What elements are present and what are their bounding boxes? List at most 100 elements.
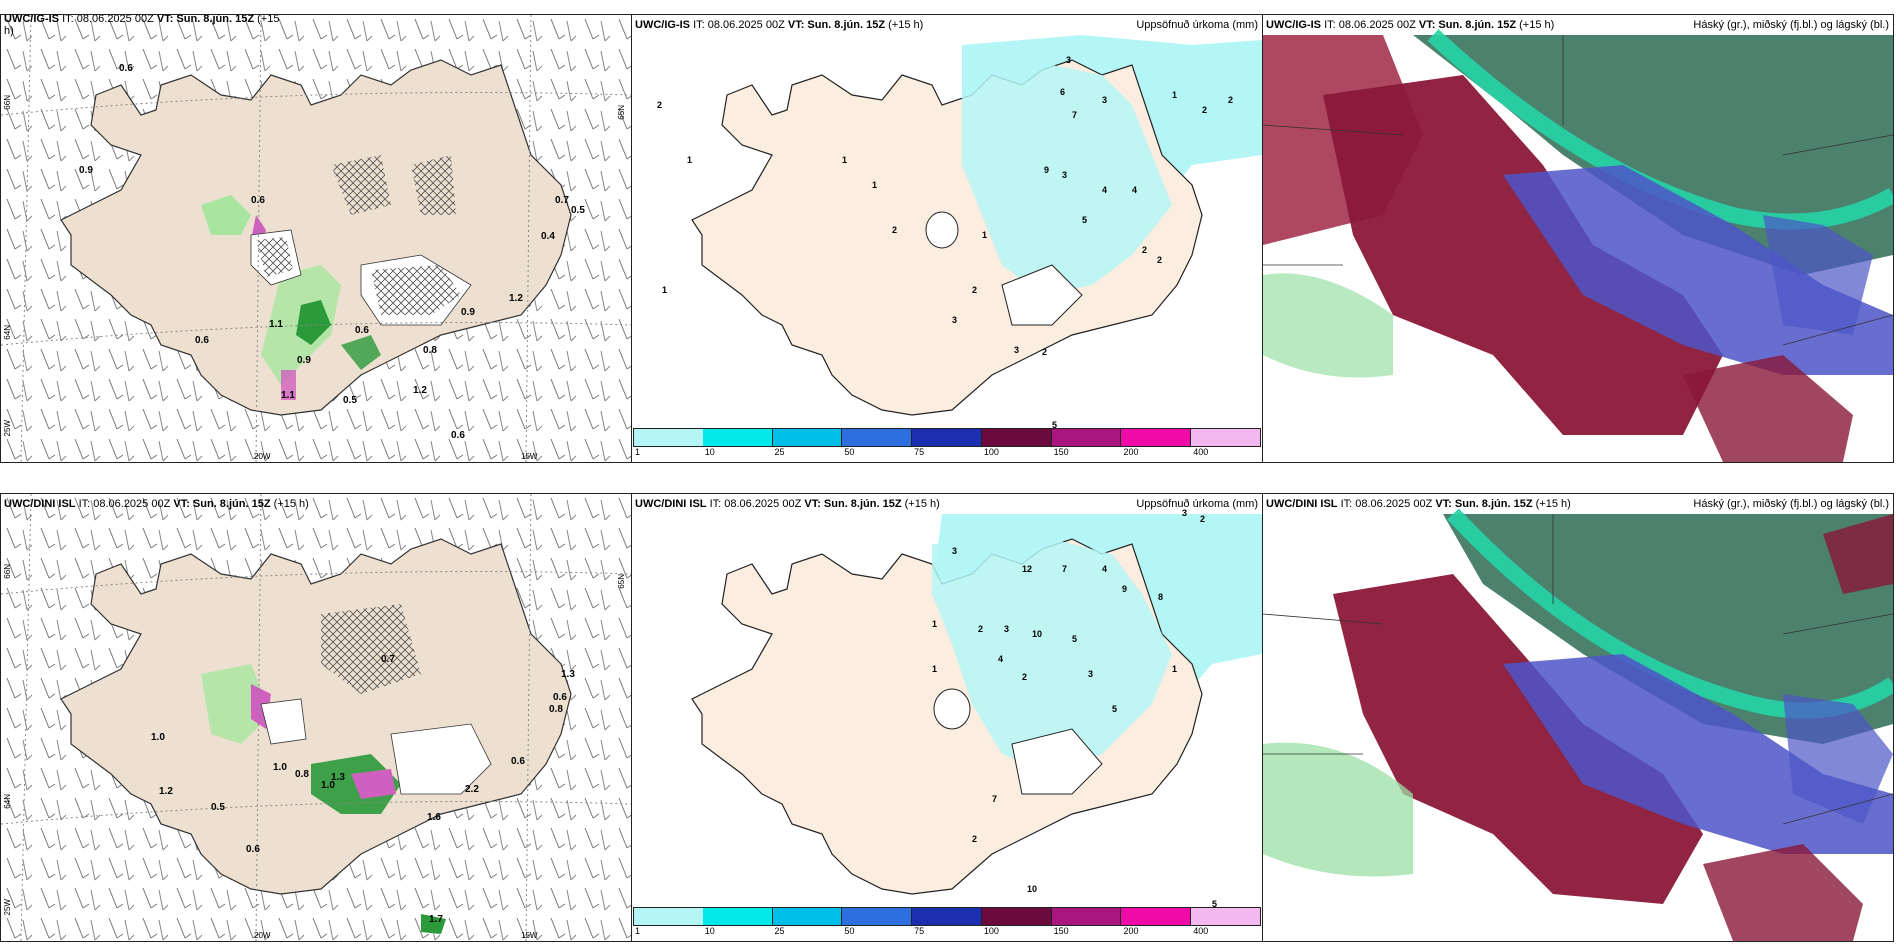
panel-top-precip: UWC/IG-IS IT: 08.06.2025 00Z VT: Sun. 8.…	[631, 14, 1263, 463]
wind-label: 1.0	[273, 762, 287, 773]
wind-label: 0.5	[343, 395, 357, 406]
wind-label: 0.8	[423, 345, 437, 356]
panel-bot-wind: UWC/DINI ISL IT: 08.06.2025 00Z VT: Sun.…	[0, 493, 632, 942]
colorbar-tick: 150	[1053, 926, 1069, 936]
panel-title: UWC/DINI ISL IT: 08.06.2025 00Z VT: Sun.…	[4, 498, 309, 510]
panel-top-cloud: UWC/IG-IS IT: 08.06.2025 00Z VT: Sun. 8.…	[1262, 14, 1894, 463]
panel-title: UWC/IG-IS IT: 08.06.2025 00Z VT: Sun. 8.…	[1266, 19, 1555, 31]
precip-number: 2	[978, 624, 984, 634]
colorbar-swatch	[1051, 428, 1122, 447]
colorbar-swatch	[1191, 907, 1261, 926]
colorbar-tick: 150	[1053, 447, 1069, 457]
colorbar: 1 10 25 50 75 100 150 200 400	[633, 907, 1261, 940]
panel-right-label: Uppsöfnuð úrkoma (mm)	[1136, 498, 1258, 510]
precip-number: 3	[1066, 55, 1072, 65]
precip-number: 8	[1158, 592, 1164, 602]
wind-label: 0.5	[571, 205, 585, 216]
lat-label: 66N	[3, 95, 12, 110]
lon-label: 25W	[3, 420, 12, 437]
precip-number: 2	[1022, 672, 1028, 682]
colorbar-tick: 50	[844, 926, 855, 936]
wind-label: 0.5	[211, 802, 225, 813]
precip-number: 1	[872, 180, 878, 190]
precip-number: 3	[1004, 624, 1010, 634]
lat-label: 65N	[617, 105, 626, 120]
precip-number: 1	[687, 155, 693, 165]
wind-label: 1.1	[269, 319, 283, 330]
panel-right-label: Uppsöfnuð úrkoma (mm)	[1136, 19, 1258, 31]
lat-label: 64N	[3, 325, 12, 340]
wind-label: 1.2	[509, 293, 523, 304]
lat-label: 66N	[3, 564, 12, 579]
wind-label: 0.7	[555, 195, 569, 206]
precip-number: 2	[1142, 245, 1148, 255]
panel-title: UWC/DINI ISL IT: 08.06.2025 00Z VT: Sun.…	[1266, 498, 1571, 510]
precip-number: 3	[952, 546, 958, 556]
precip-number: 1	[932, 664, 938, 674]
cloud-map-graphic	[1263, 508, 1893, 941]
precip-number: 2	[972, 285, 978, 295]
wind-label: 0.6	[553, 692, 567, 703]
precip-number: 2	[1157, 255, 1163, 265]
precip-number: 4	[1102, 564, 1108, 574]
lon-label: 25W	[3, 899, 12, 916]
precip-number: 5	[1112, 704, 1118, 714]
wind-label: 1.3	[331, 772, 345, 783]
colorbar-swatch	[912, 907, 982, 926]
colorbar-swatch	[633, 428, 704, 447]
precip-number: 2	[657, 100, 663, 110]
wind-label: 1.6	[427, 812, 441, 823]
precip-number: 1	[662, 285, 668, 295]
colorbar-tick: 10	[704, 926, 715, 936]
lon-label: 20W	[254, 452, 271, 461]
precip-number: 2	[1228, 95, 1234, 105]
precip-number: 3	[1102, 95, 1108, 105]
colorbar-tick: 200	[1123, 447, 1139, 457]
colorbar-swatch	[1121, 907, 1192, 926]
panel-title: UWC/IG-IS IT: 08.06.2025 00Z VT: Sun. 8.…	[4, 14, 280, 37]
cloud-map-graphic	[1263, 29, 1893, 462]
lon-label: 20W	[254, 931, 271, 940]
precip-number: 7	[992, 794, 998, 804]
precip-number: 5	[1212, 899, 1218, 909]
precip-number: 9	[1044, 165, 1050, 175]
wind-label: 0.6	[355, 325, 369, 336]
colorbar-swatch	[772, 907, 843, 926]
panel-bot-cloud: UWC/DINI ISL IT: 08.06.2025 00Z VT: Sun.…	[1262, 493, 1894, 942]
precip-number: 1	[932, 619, 938, 629]
wind-label: 1.1	[281, 390, 295, 401]
panel-bot-precip: UWC/DINI ISL IT: 08.06.2025 00Z VT: Sun.…	[631, 493, 1263, 942]
lon-label: 15W	[521, 931, 538, 940]
precip-number: 4	[1102, 185, 1108, 195]
precip-number: 1	[842, 155, 848, 165]
colorbar-tick: 10	[704, 447, 715, 457]
precip-number: 3	[1182, 508, 1188, 518]
colorbar-swatch	[633, 907, 704, 926]
wind-map-graphic	[1, 15, 631, 462]
colorbar-swatch	[1191, 428, 1261, 447]
iceland-land	[60, 59, 572, 416]
wind-label: 0.8	[295, 769, 309, 780]
colorbar-tick: 50	[844, 447, 855, 457]
lat-label: 65N	[617, 574, 626, 589]
colorbar-swatch	[1051, 907, 1122, 926]
wind-label: 2.2	[465, 784, 479, 795]
precip-number: 5	[1052, 420, 1058, 430]
precip-map-graphic	[691, 35, 1262, 416]
precip-number: 3	[1014, 345, 1020, 355]
panel-right-label: Háský (gr.), miðský (fj.bl.) og lágský (…	[1693, 19, 1889, 31]
precip-number: 2	[892, 225, 898, 235]
wind-label: 0.8	[549, 704, 563, 715]
wind-label: 0.4	[541, 231, 555, 242]
lat-label: 64N	[3, 794, 12, 809]
precip-number: 3	[1062, 170, 1068, 180]
colorbar-tick: 25	[774, 926, 785, 936]
colorbar-swatch	[702, 907, 773, 926]
colorbar-tick: 400	[1193, 447, 1209, 457]
precip-number: 1	[1172, 664, 1178, 674]
precip-number: 7	[1072, 110, 1078, 120]
wind-map-graphic	[1, 494, 631, 941]
panel-title: UWC/IG-IS IT: 08.06.2025 00Z VT: Sun. 8.…	[635, 19, 924, 31]
colorbar-tick: 1	[635, 926, 641, 936]
precip-number: 12	[1022, 564, 1033, 574]
